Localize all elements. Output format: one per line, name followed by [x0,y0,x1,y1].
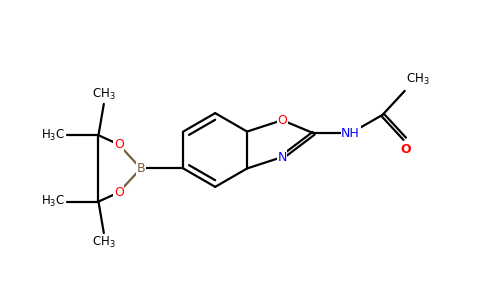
Text: O: O [114,186,124,199]
Text: H$_3$C: H$_3$C [41,194,65,209]
Text: CH$_3$: CH$_3$ [92,87,116,102]
Text: CH$_3$: CH$_3$ [92,235,116,250]
Text: N: N [277,151,287,164]
Text: O: O [401,143,411,156]
Text: CH$_3$: CH$_3$ [406,72,430,87]
Text: B: B [136,162,145,175]
Text: H$_3$C: H$_3$C [41,128,65,143]
Text: O: O [277,114,287,127]
Text: NH: NH [341,127,360,140]
Text: O: O [114,138,124,151]
